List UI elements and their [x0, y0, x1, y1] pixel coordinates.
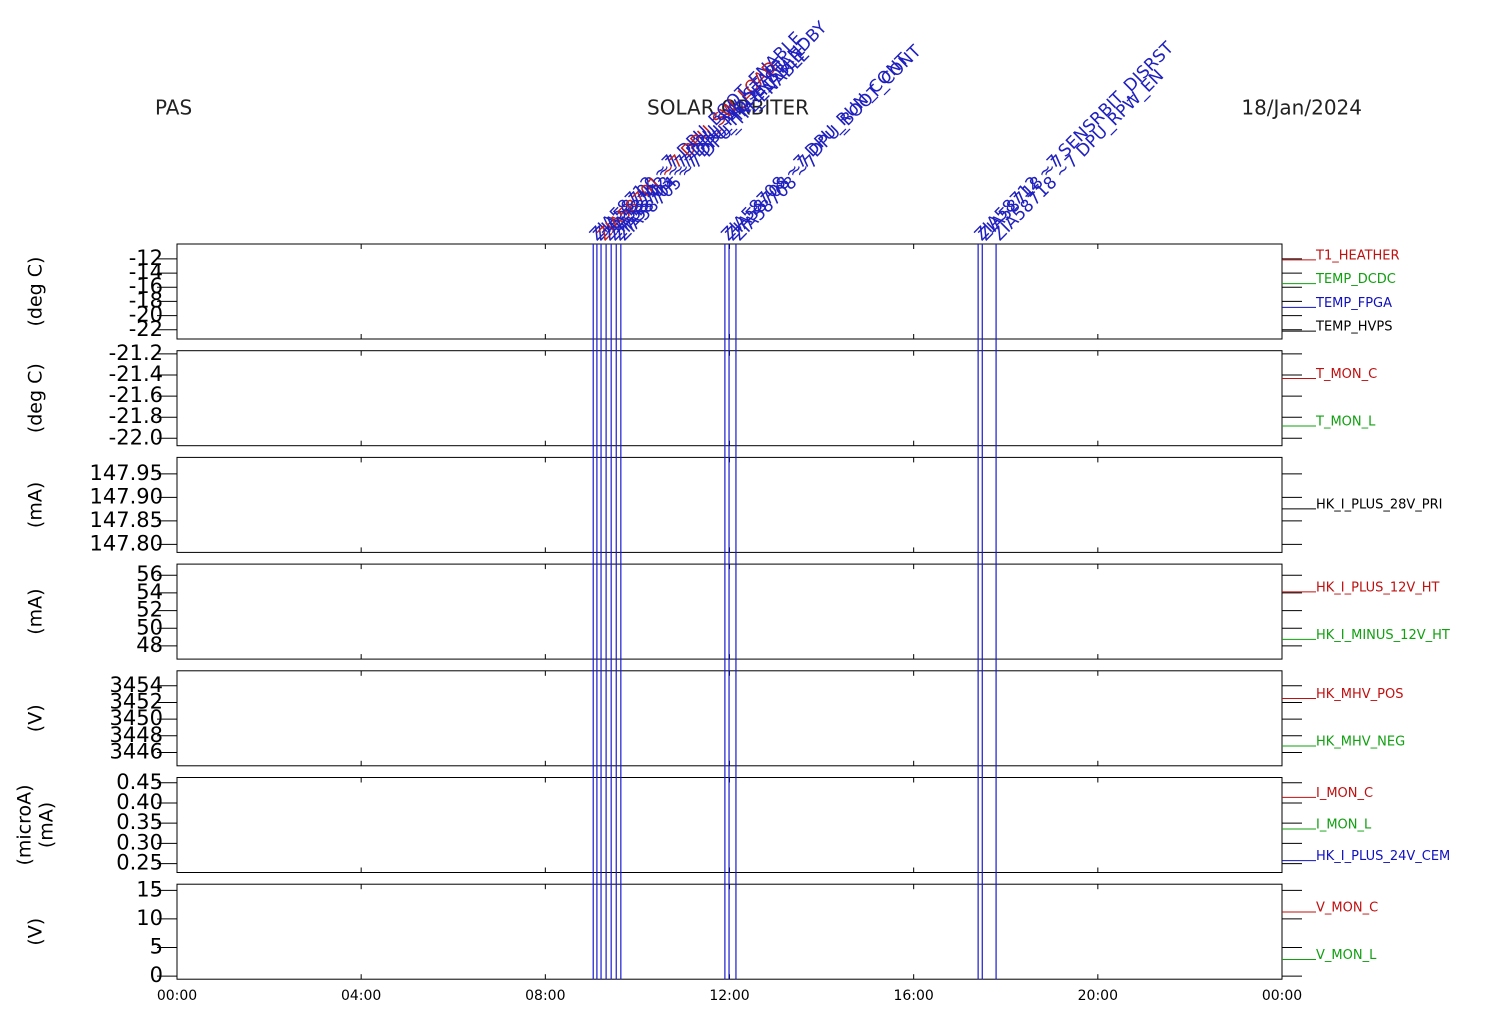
y-tick-label: 5 — [150, 935, 163, 959]
y-tick-label: -21.2 — [109, 341, 163, 365]
x-tick-label: 04:00 — [341, 988, 381, 1004]
y-axis-label: (mA) — [25, 588, 47, 634]
event-label: ZIA58705 ~7 DPU_TM_ENABLE — [614, 45, 814, 245]
y-tick-label: -18 — [129, 288, 163, 312]
legend-label: T_MON_C — [1315, 367, 1377, 382]
legend-label: TEMP_FPGA — [1315, 296, 1392, 311]
legend-label: HK_I_MINUS_12V_HT — [1316, 628, 1450, 643]
y-tick-label: 56 — [136, 562, 163, 586]
legend-label: HK_MHV_POS — [1316, 687, 1404, 702]
y-tick-label: 147.90 — [90, 484, 163, 508]
y-tick-label: 0.35 — [116, 810, 163, 834]
y-tick-label: 3446 — [110, 739, 163, 763]
y-tick-label: 50 — [136, 615, 163, 639]
y-tick-label: -16 — [129, 274, 163, 298]
x-tick-label: 00:00 — [157, 988, 197, 1004]
y-tick-label: 0.45 — [116, 770, 163, 794]
header-left: PAS — [155, 96, 192, 120]
y-tick-label: 3450 — [110, 706, 163, 730]
x-tick-label: 00:00 — [1262, 988, 1302, 1004]
y-tick-label: 147.80 — [90, 531, 163, 555]
x-tick-label: 12:00 — [709, 988, 749, 1004]
legend-label: V_MON_C — [1316, 900, 1378, 915]
header-center: SOLAR ORBITER — [647, 96, 809, 120]
legend-label: I_MON_L — [1316, 818, 1372, 833]
x-tick-label: 20:00 — [1078, 988, 1118, 1004]
header-right: 18/Jan/2024 — [1241, 96, 1362, 120]
legend-label: TEMP_HVPS — [1315, 320, 1392, 335]
x-tick-label: 16:00 — [893, 988, 933, 1004]
y-tick-label: -21.6 — [109, 383, 163, 407]
y-tick-label: -21.4 — [109, 362, 163, 386]
legend-label: HK_MHV_NEG — [1316, 735, 1405, 750]
y-tick-label: -14 — [129, 260, 163, 284]
y-tick-label: 15 — [136, 877, 163, 901]
y-tick-label: 0 — [150, 963, 163, 987]
y-tick-label: -22 — [129, 317, 163, 341]
legend-label: V_MON_L — [1316, 948, 1377, 963]
y-tick-label: 0.30 — [116, 830, 163, 854]
y-tick-label: 3454 — [110, 673, 163, 697]
y-tick-label: 147.95 — [90, 461, 163, 485]
legend-label: HK_I_PLUS_24V_CEM — [1316, 849, 1450, 864]
y-tick-label: 10 — [136, 906, 163, 930]
legend-label: HK_I_PLUS_28V_PRI — [1316, 497, 1442, 512]
y-axis-label: (mA) — [25, 482, 47, 528]
y-tick-label: 3452 — [110, 689, 163, 713]
y-axis-label: (mA) — [36, 802, 58, 848]
y-tick-label: 0.25 — [116, 851, 163, 875]
y-axis-label: (V) — [25, 704, 47, 732]
y-tick-label: 54 — [136, 580, 163, 604]
y-axis-label: (deg C) — [25, 363, 47, 433]
y-tick-label: 147.85 — [90, 508, 163, 532]
legend-label: HK_I_PLUS_12V_HT — [1316, 580, 1440, 595]
event-label: ZIA58718 ~7 DPU_RPW_EN — [989, 66, 1168, 245]
y-tick-label: 52 — [136, 598, 163, 622]
y-tick-label: 3448 — [110, 723, 163, 747]
y-tick-label: -12 — [129, 246, 163, 270]
x-tick-label: 08:00 — [525, 988, 565, 1004]
y-axis-label: (V) — [25, 918, 47, 946]
y-axis-label: (deg C) — [25, 257, 47, 327]
y-tick-label: -22.0 — [109, 425, 163, 449]
legend-label: I_MON_C — [1316, 786, 1373, 801]
y-tick-label: -21.8 — [109, 404, 163, 428]
y-tick-label: 48 — [136, 633, 163, 657]
y-tick-label: -20 — [129, 303, 163, 327]
legend-label: TEMP_DCDC — [1315, 272, 1396, 287]
event-label: ZIA58708 ~7 — [729, 151, 823, 245]
legend-label: T1_HEATHER — [1315, 248, 1400, 263]
y-axis-label: (microA) — [14, 784, 36, 865]
y-tick-label: 0.40 — [116, 790, 163, 814]
legend-label: T_MON_L — [1315, 414, 1376, 429]
